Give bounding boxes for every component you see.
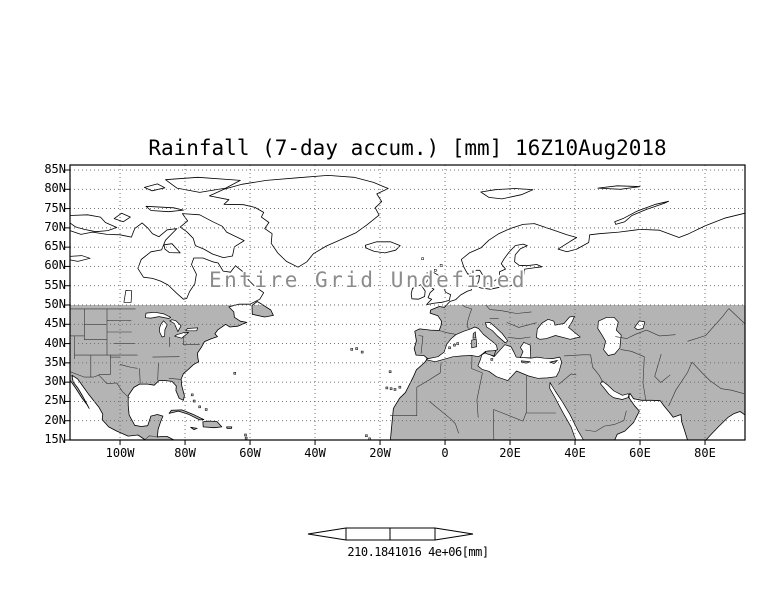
y-axis-label: 35N <box>44 354 66 369</box>
map-canvas <box>64 159 751 452</box>
legend-label: 210.1841016 4e+06[mm] <box>347 545 489 559</box>
x-axis-label: 60W <box>239 446 261 460</box>
y-axis-label: 65N <box>44 239 66 254</box>
x-axis-label: 40E <box>564 446 586 460</box>
y-axis-label: 60N <box>44 258 66 273</box>
x-axis-label: 100W <box>105 446 135 460</box>
colorbar-legend <box>290 524 490 544</box>
plot-title: Rainfall (7-day accum.) [mm] 16Z10Aug201… <box>148 136 667 160</box>
y-axis-label: 15N <box>44 432 66 446</box>
small-islands <box>190 257 494 441</box>
axis-ticks <box>65 169 706 445</box>
x-axis-label: 40W <box>304 446 326 460</box>
world-map <box>65 164 746 445</box>
y-axis-label: 75N <box>44 200 66 215</box>
x-axis-label: 80W <box>174 446 196 460</box>
y-axis-label: 30N <box>44 374 66 389</box>
political-borders <box>70 305 745 440</box>
y-axis-label: 55N <box>44 277 66 292</box>
y-axis-label: 80N <box>44 181 66 196</box>
x-axis-label: 80E <box>694 446 716 460</box>
y-axis-label: 45N <box>44 316 66 331</box>
map-frame <box>69 164 746 441</box>
coastlines <box>69 174 746 441</box>
grid-undefined-note: Entire Grid Undefined <box>208 268 527 292</box>
y-axis-label: 20N <box>44 412 66 427</box>
x-axis-label: 0 <box>441 446 449 460</box>
x-axis-label: 20E <box>499 446 521 460</box>
x-axis-label: 60E <box>629 446 651 460</box>
x-axis-label: 20W <box>369 446 391 460</box>
graticule <box>70 165 745 440</box>
y-axis-label: 85N <box>44 162 66 176</box>
y-axis-label: 40N <box>44 335 66 350</box>
y-axis-label: 25N <box>44 393 66 408</box>
y-axis-label: 70N <box>44 219 66 234</box>
colorbar-arrow <box>307 527 474 541</box>
y-axis-label: 50N <box>44 297 66 311</box>
